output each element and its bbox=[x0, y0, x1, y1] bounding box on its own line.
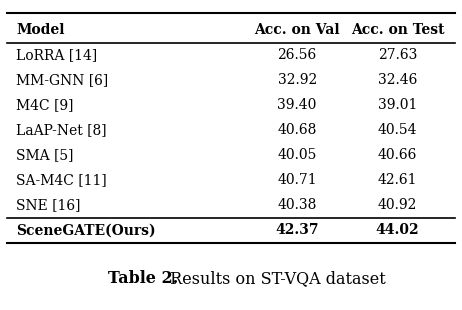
Text: Results on ST-VQA dataset: Results on ST-VQA dataset bbox=[165, 270, 386, 287]
Text: Table 2.: Table 2. bbox=[108, 270, 178, 287]
Text: Model: Model bbox=[17, 24, 65, 38]
Text: 42.61: 42.61 bbox=[378, 173, 417, 187]
Text: 40.66: 40.66 bbox=[378, 148, 417, 162]
Text: SceneGATE(Ours): SceneGATE(Ours) bbox=[17, 223, 156, 237]
Text: 40.92: 40.92 bbox=[378, 198, 417, 212]
Text: 44.02: 44.02 bbox=[376, 223, 419, 237]
Text: 42.37: 42.37 bbox=[275, 223, 319, 237]
Text: SNE [16]: SNE [16] bbox=[17, 198, 81, 212]
Text: 40.38: 40.38 bbox=[278, 198, 317, 212]
Text: LaAP-Net [8]: LaAP-Net [8] bbox=[17, 123, 107, 137]
Text: Acc. on Val: Acc. on Val bbox=[255, 24, 340, 38]
Text: Acc. on Test: Acc. on Test bbox=[351, 24, 444, 38]
Text: 40.71: 40.71 bbox=[277, 173, 317, 187]
Text: MM-GNN [6]: MM-GNN [6] bbox=[17, 73, 109, 87]
Text: SMA [5]: SMA [5] bbox=[17, 148, 74, 162]
Text: SA-M4C [11]: SA-M4C [11] bbox=[17, 173, 107, 187]
Text: 26.56: 26.56 bbox=[278, 48, 317, 62]
Text: LoRRA [14]: LoRRA [14] bbox=[17, 48, 98, 62]
Text: Table 2. Results on ST-VQA dataset: Table 2. Results on ST-VQA dataset bbox=[89, 270, 373, 287]
Text: 39.01: 39.01 bbox=[378, 98, 417, 113]
Text: 27.63: 27.63 bbox=[378, 48, 417, 62]
Text: M4C [9]: M4C [9] bbox=[17, 98, 74, 113]
Text: 40.68: 40.68 bbox=[278, 123, 317, 137]
Text: 40.05: 40.05 bbox=[278, 148, 317, 162]
Text: 32.92: 32.92 bbox=[278, 73, 317, 87]
Text: 32.46: 32.46 bbox=[378, 73, 417, 87]
Text: 40.54: 40.54 bbox=[378, 123, 417, 137]
Text: 39.40: 39.40 bbox=[278, 98, 317, 113]
